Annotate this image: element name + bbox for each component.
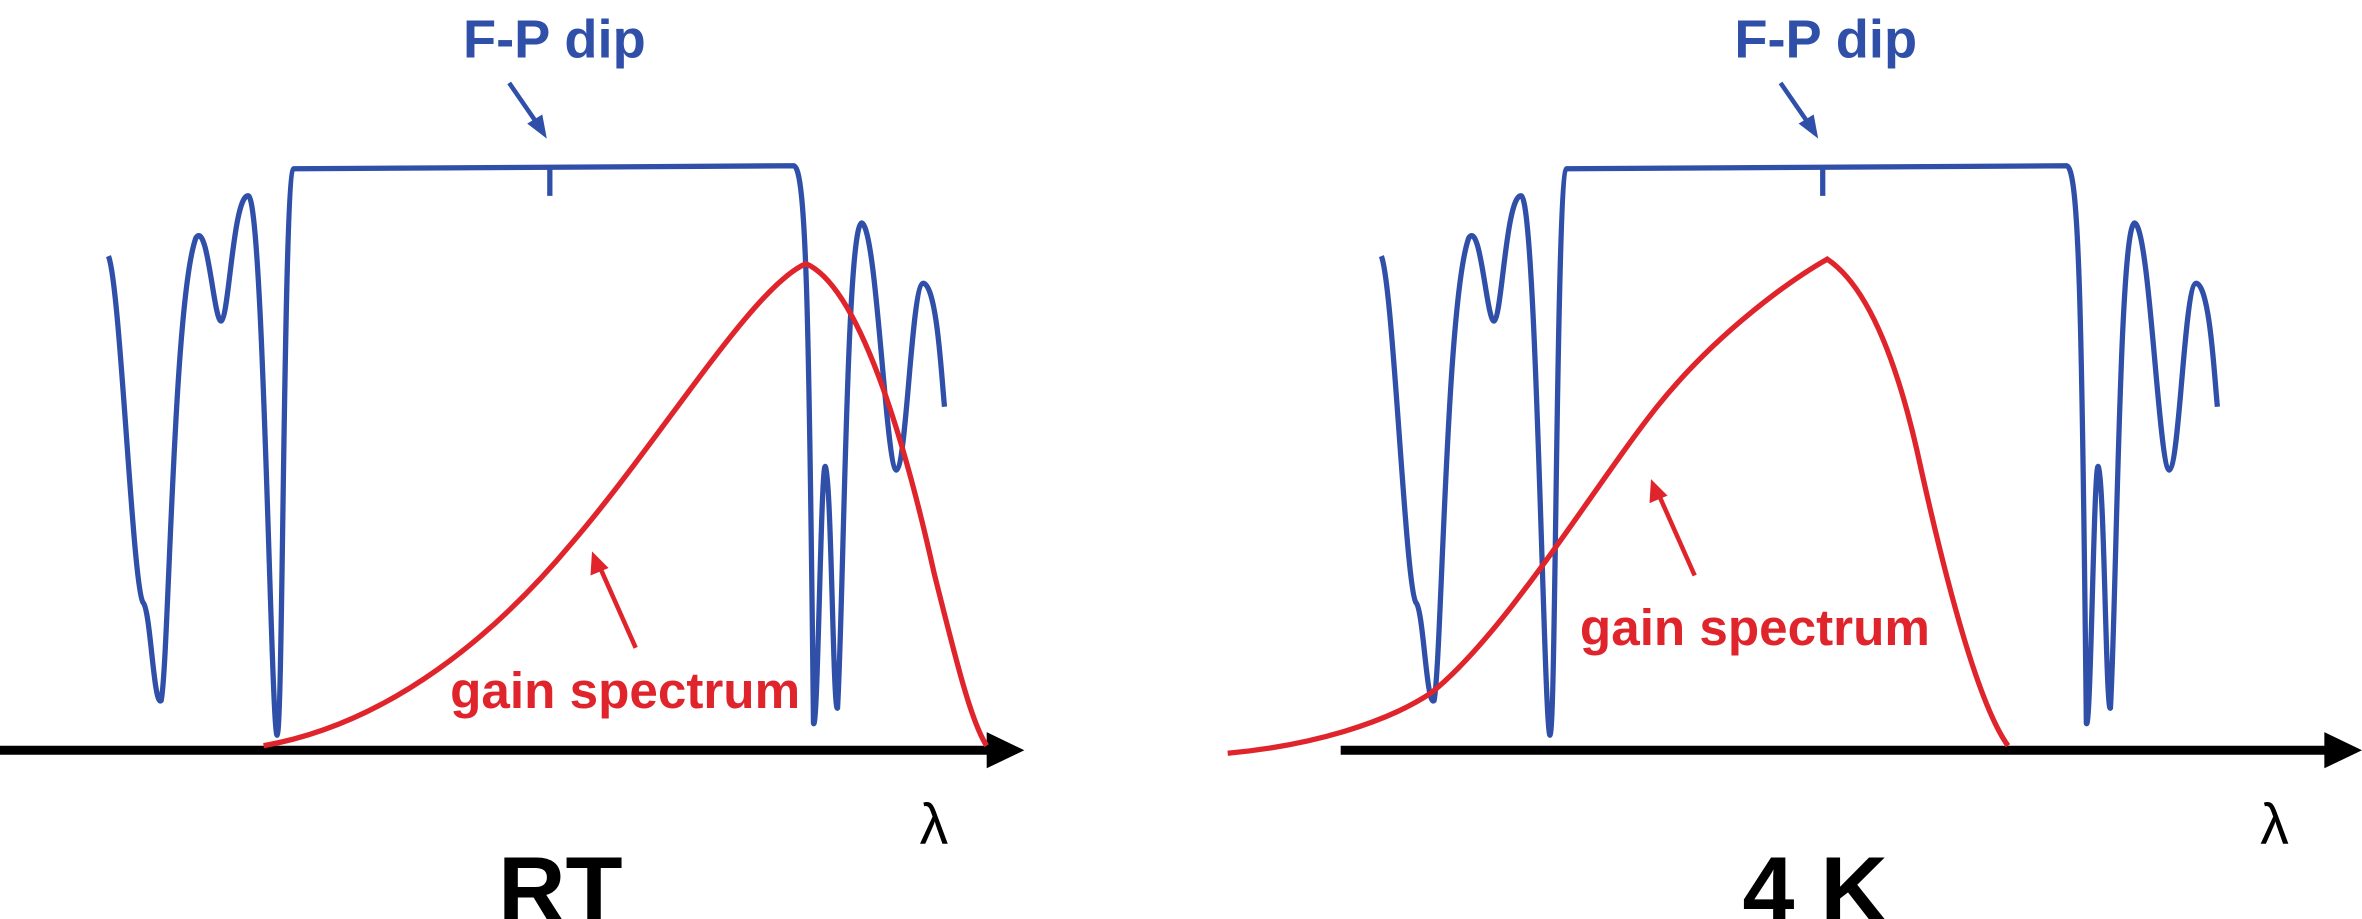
fp-dip-arrowhead xyxy=(1798,114,1819,139)
caption: RT xyxy=(498,837,622,919)
gain-arrowhead xyxy=(590,551,609,576)
axis-arrowhead xyxy=(2324,732,2362,769)
gain-curve xyxy=(263,260,989,749)
gain-label: gain spectrum xyxy=(450,662,800,719)
gain-label: gain spectrum xyxy=(1580,599,1930,656)
fp-dip-arrow xyxy=(507,81,542,128)
gain-arrowhead xyxy=(1649,479,1668,504)
panel-rt: F-P dip gain spectrum λ RT xyxy=(0,9,1025,919)
fp-dip-label: F-P dip xyxy=(463,9,646,69)
axis-arrowhead xyxy=(986,732,1025,769)
fp-dip-arrowhead xyxy=(527,114,547,139)
lambda-label: λ xyxy=(2260,793,2289,857)
fp-reflectance-curve xyxy=(108,166,944,735)
gain-arrow xyxy=(1656,493,1697,577)
gain-curve xyxy=(1227,256,2011,756)
fp-dip-arrow xyxy=(1778,81,1813,128)
fp-dip-label: F-P dip xyxy=(1734,9,1917,69)
lambda-label: λ xyxy=(920,793,949,857)
panel-4k: F-P dip gain spectrum λ 4 K xyxy=(1227,9,2362,919)
gain-arrow xyxy=(597,565,638,649)
caption: 4 K xyxy=(1743,837,1888,919)
